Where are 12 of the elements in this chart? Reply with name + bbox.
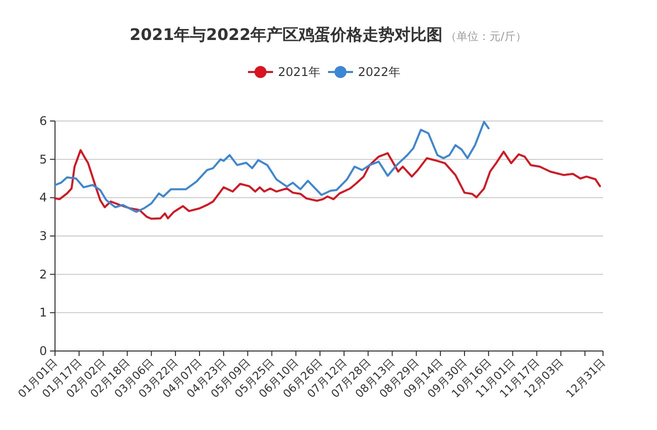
- y-tick-label: 6: [39, 114, 47, 128]
- y-tick-label: 2: [39, 267, 47, 282]
- y-tick-label: 1: [39, 306, 47, 320]
- y-tick-label: 5: [39, 152, 47, 166]
- title: 2021年与2022年产区鸡蛋价格走势对比图: [130, 25, 443, 44]
- y-tick-label: 4: [39, 190, 47, 205]
- legend-label: 2021年: [278, 65, 321, 79]
- x-tick-label: 12月31日: [564, 356, 608, 400]
- chart-subtitle: （单位：元/斤）: [446, 30, 526, 43]
- legend-label: 2022年: [358, 65, 401, 79]
- y-tick-label: 0: [39, 344, 47, 358]
- y-tick-label: 3: [39, 229, 47, 243]
